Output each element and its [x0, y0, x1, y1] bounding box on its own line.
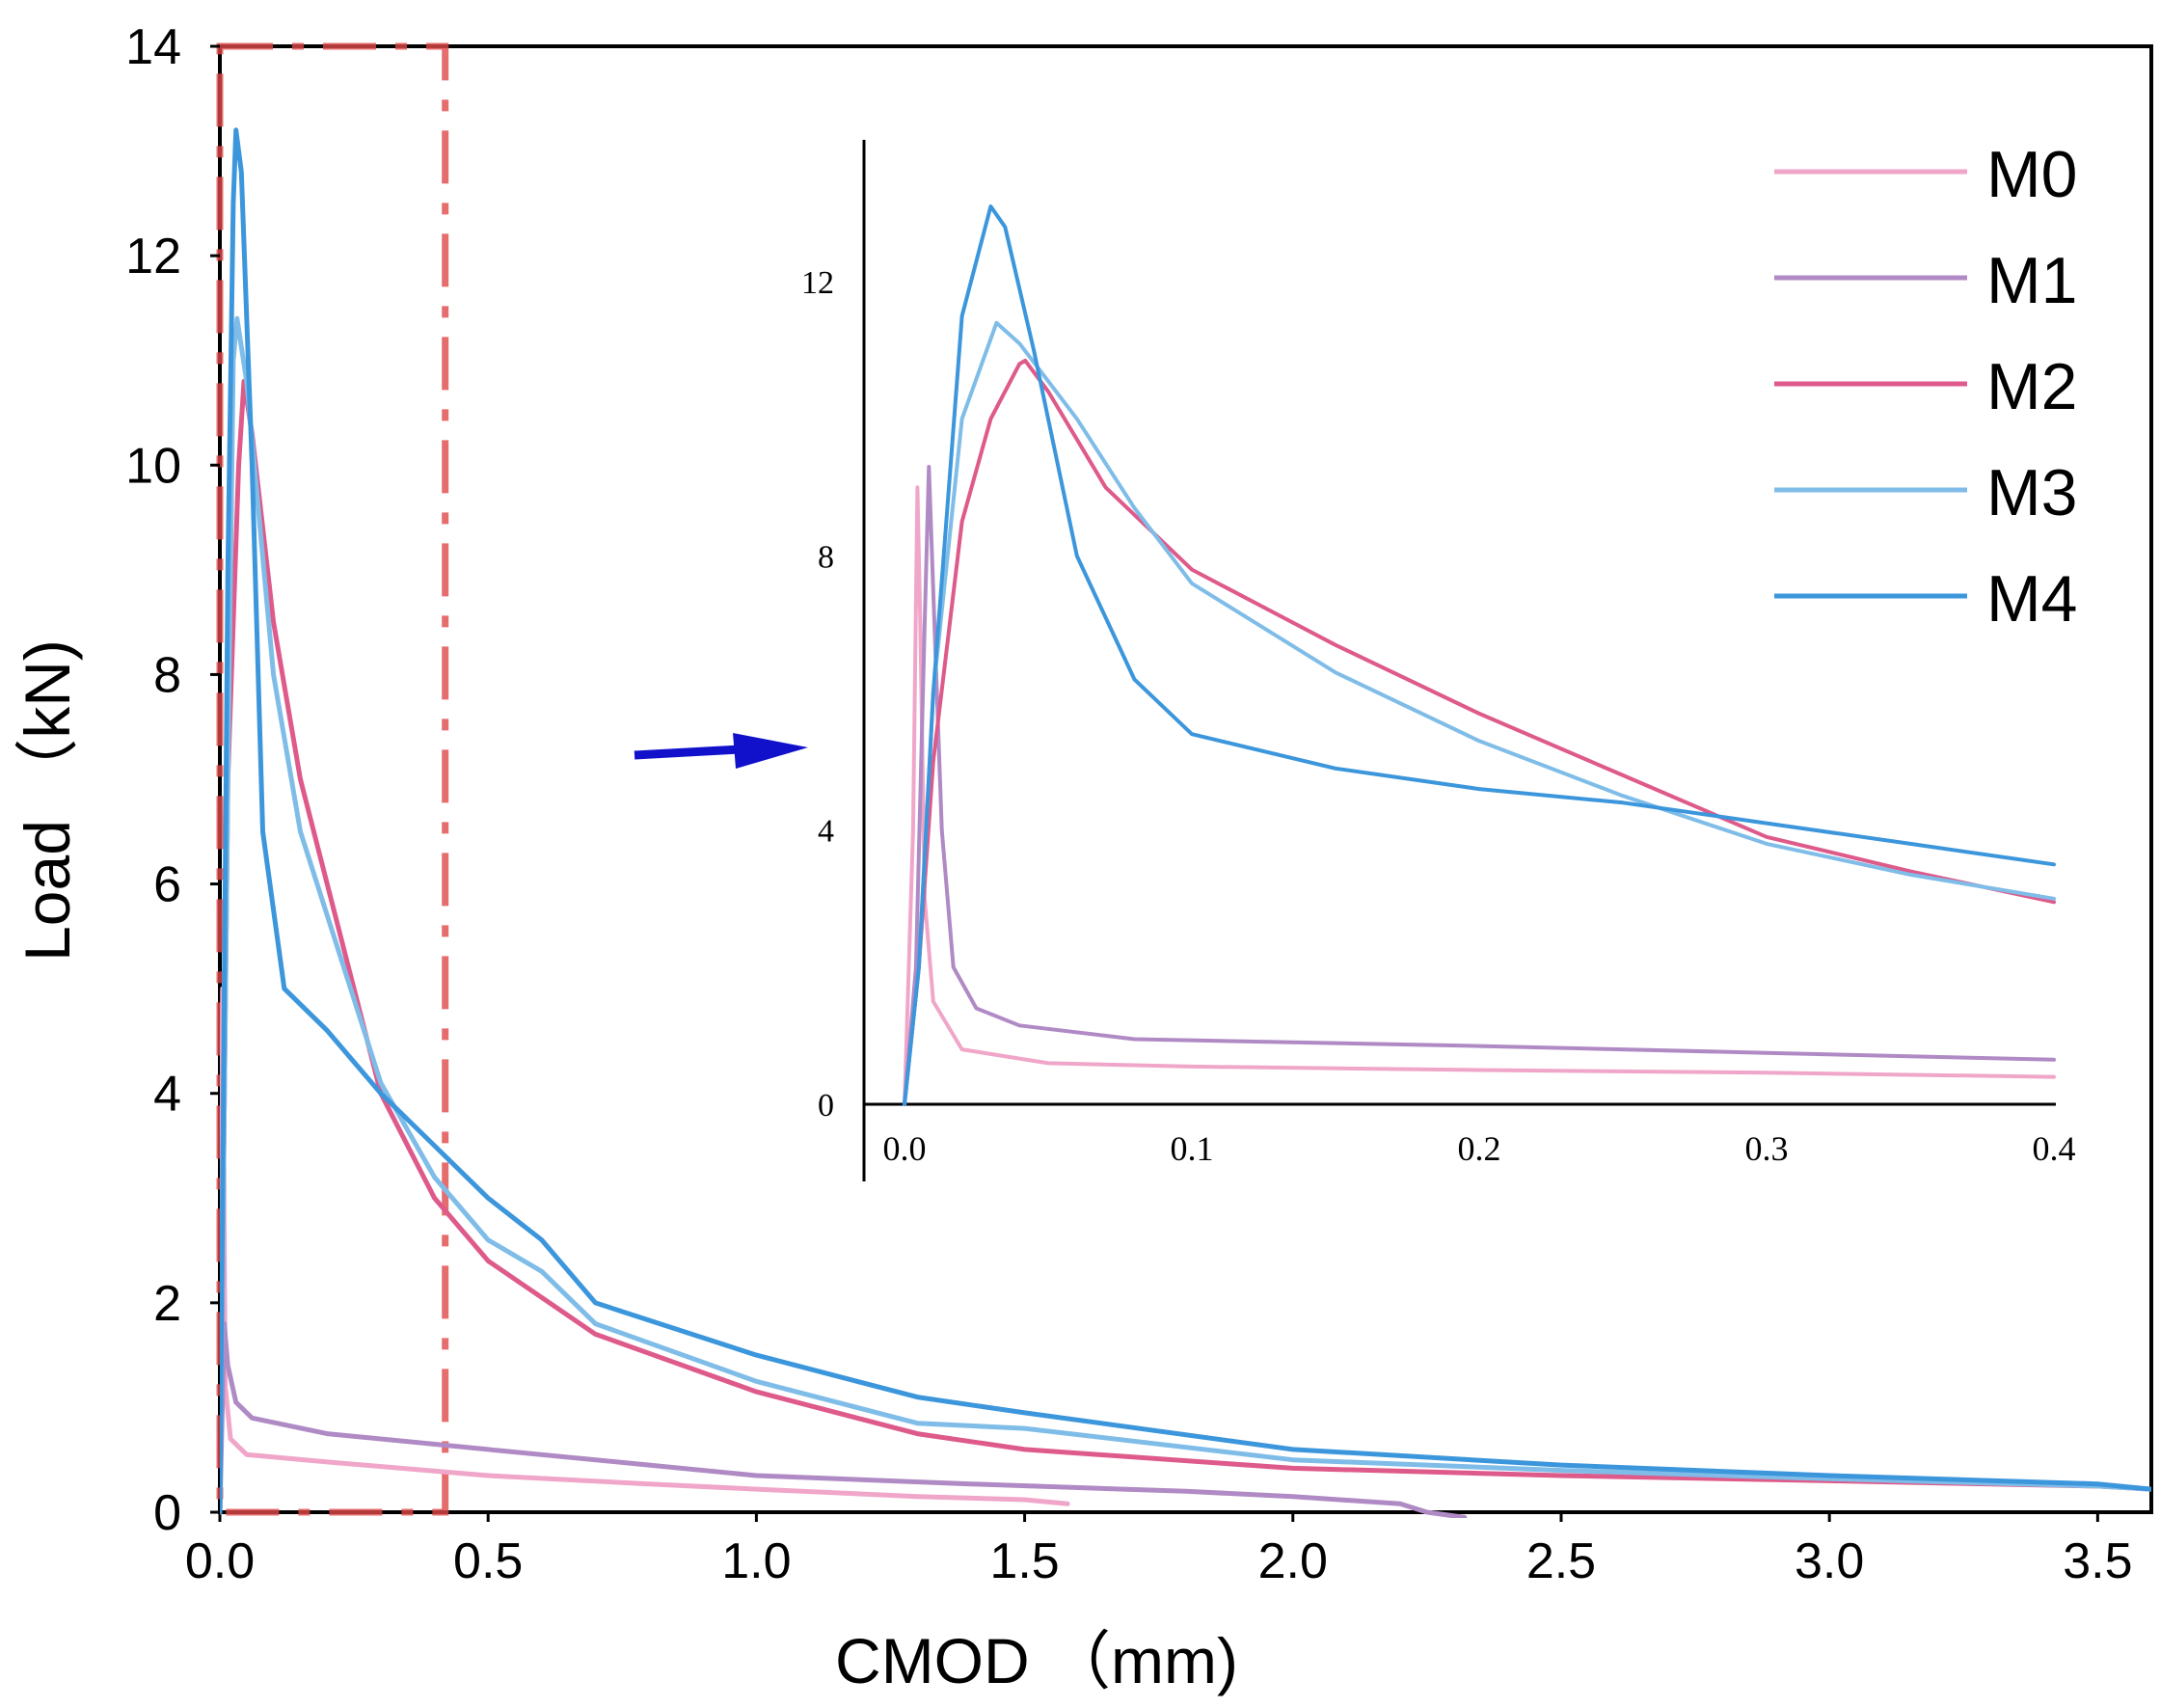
y-tick-label: 4	[153, 1067, 181, 1123]
legend: M0 M1 M2 M3 M4	[1774, 138, 2077, 636]
y-tick-label: 12	[125, 229, 181, 285]
legend-label: M1	[1986, 244, 2077, 317]
legend-item-m2: M2	[1774, 350, 2077, 423]
x-tick-label: 0.5	[453, 1533, 523, 1589]
zoom-region-box	[216, 42, 449, 1516]
inset-series-line-m3	[903, 320, 2056, 1106]
legend-label: M4	[1986, 562, 2077, 636]
inset-plot: 0.0 0.1 0.2 0.3 0.4 0 4 8 12	[801, 140, 2076, 1181]
legend-label: M0	[1986, 138, 2077, 211]
x-tick-label: 1.0	[721, 1533, 791, 1589]
inset-series-line-m0	[903, 485, 2056, 1106]
legend-label: M2	[1986, 350, 2077, 423]
main-plot: 0.0 0.5 1.0 1.5 2.0 2.5 3.0 3.5 0 2 4 6 8 10 12 14	[125, 19, 2153, 1589]
inset-y-tick-label: 0	[818, 1088, 834, 1124]
inset-x-tick-label: 0.2	[1458, 1129, 1501, 1168]
y-tick-label: 10	[125, 438, 181, 494]
inset-y-tick-label: 12	[801, 265, 834, 301]
main-series-line-m4	[220, 127, 2151, 1515]
y-tick-label: 14	[125, 19, 181, 75]
main-series-group	[220, 127, 2151, 1518]
main-plot-frame	[218, 44, 2153, 1514]
legend-item-m0: M0	[1774, 138, 2077, 211]
inset-x-tick-label: 0.0	[883, 1129, 927, 1168]
y-tick-label: 0	[153, 1485, 181, 1541]
inset-y-tick-label: 8	[818, 539, 834, 575]
legend-item-m4: M4	[1774, 562, 2077, 636]
main-series-line-m1	[220, 1321, 1468, 1518]
legend-label: M3	[1986, 456, 2077, 529]
x-tick-label: 1.5	[989, 1533, 1059, 1589]
x-tick-label: 2.0	[1258, 1533, 1328, 1589]
main-series-line-m2	[220, 378, 2151, 1515]
zoom-arrow-shaft	[634, 745, 742, 760]
inset-y-tick-label: 4	[818, 814, 834, 850]
y-tick-label: 8	[153, 647, 181, 703]
x-tick-label: 2.5	[1526, 1533, 1596, 1589]
x-axis-label: CMOD （mm)	[835, 1625, 1238, 1696]
y-tick-label: 2	[153, 1276, 181, 1332]
legend-item-m3: M3	[1774, 456, 2077, 529]
main-series-line-m3	[220, 315, 2151, 1515]
zoom-arrow-head	[733, 733, 808, 769]
inset-x-tick-label: 0.1	[1171, 1129, 1214, 1168]
zoom-arrow	[634, 733, 808, 769]
x-tick-label: 3.0	[1795, 1533, 1864, 1589]
x-tick-label: 3.5	[2063, 1533, 2132, 1589]
inset-x-tick-label: 0.3	[1745, 1129, 1789, 1168]
inset-x-tick-label: 0.4	[2033, 1129, 2076, 1168]
inset-series-line-m2	[903, 358, 2056, 1106]
x-tick-label: 0.0	[185, 1533, 255, 1589]
inset-series-line-m4	[903, 204, 2056, 1106]
inset-series-line-m1	[903, 465, 2056, 1106]
main-series-line-m0	[220, 986, 1070, 1515]
legend-item-m1: M1	[1774, 244, 2077, 317]
y-tick-label: 6	[153, 857, 181, 913]
y-axis-label: Load （kN)	[12, 639, 83, 962]
